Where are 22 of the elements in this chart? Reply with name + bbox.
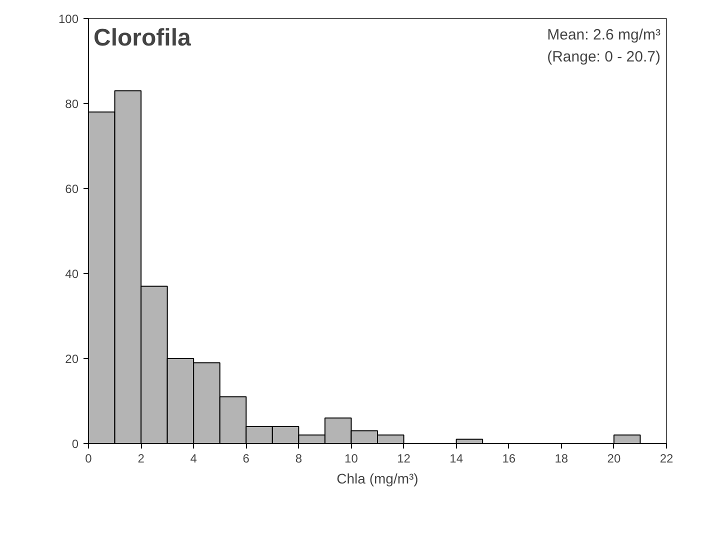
y-tick-label: 20 — [65, 352, 79, 366]
chart-title: Clorofila — [94, 24, 192, 52]
x-tick-label: 12 — [397, 452, 411, 466]
x-tick-label: 2 — [138, 452, 145, 466]
x-tick-label: 14 — [450, 452, 464, 466]
x-tick-label: 4 — [190, 452, 198, 466]
x-tick-label: 16 — [502, 452, 516, 466]
x-tick-label: 8 — [295, 452, 302, 466]
y-tick-label: 0 — [72, 437, 79, 451]
annotation: (Range: 0 - 20.7) — [547, 48, 661, 66]
x-tick-label: 20 — [607, 452, 621, 466]
x-axis-title: Chla (mg/m³) — [336, 470, 418, 486]
x-tick-label: 18 — [554, 452, 568, 466]
x-tick-label: 0 — [85, 452, 92, 466]
y-tick-label: 60 — [65, 182, 79, 196]
y-tick-label: 100 — [58, 12, 79, 26]
annotation: Mean: 2.6 mg/m³ — [547, 26, 661, 44]
x-tick-label: 10 — [344, 452, 358, 466]
y-tick-label: 40 — [65, 267, 79, 281]
y-tick-label: 80 — [65, 97, 79, 111]
x-tick-label: 22 — [660, 452, 674, 466]
x-tick-label: 6 — [242, 452, 250, 466]
